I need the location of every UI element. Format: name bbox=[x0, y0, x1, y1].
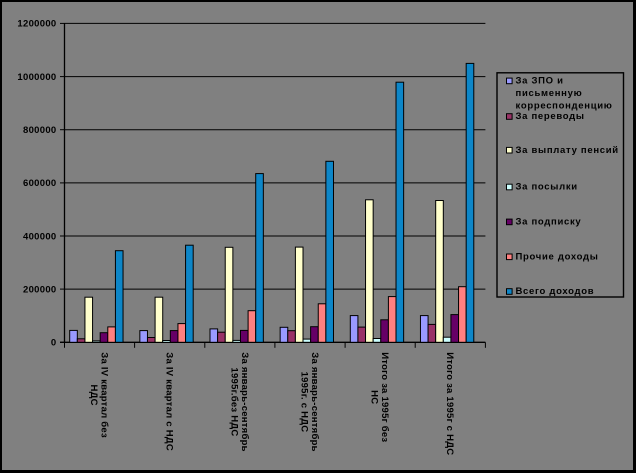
svg-text:письменную: письменную bbox=[516, 88, 583, 99]
svg-text:800000: 800000 bbox=[23, 125, 57, 136]
svg-text:600000: 600000 bbox=[23, 178, 57, 189]
svg-text:За ЗПО и: За ЗПО и bbox=[516, 76, 564, 87]
svg-text:За IV квартал без: За IV квартал без bbox=[99, 352, 110, 438]
svg-text:корреспонденцию: корреспонденцию bbox=[516, 100, 613, 111]
svg-text:1200000: 1200000 bbox=[17, 19, 56, 30]
svg-text:1995г. с НДС: 1995г. с НДС bbox=[298, 372, 309, 433]
svg-text:За выплату пенсий: За выплату пенсий bbox=[516, 145, 619, 156]
svg-text:За посылки: За посылки bbox=[516, 182, 578, 193]
svg-text:За январь-сентябрь: За январь-сентябрь bbox=[309, 352, 320, 451]
svg-text:0: 0 bbox=[51, 338, 57, 349]
svg-text:За подписку: За подписку bbox=[516, 217, 582, 228]
svg-text:Итого за 1995г с НДС: Итого за 1995г с НДС bbox=[444, 352, 455, 455]
svg-text:200000: 200000 bbox=[23, 284, 57, 295]
svg-text:Прочие доходы: Прочие доходы bbox=[516, 252, 599, 263]
svg-text:За переводы: За переводы bbox=[516, 111, 585, 122]
svg-text:НС: НС bbox=[369, 390, 380, 404]
svg-text:Итого за 1995г без: Итого за 1995г без bbox=[379, 352, 390, 442]
svg-text:Всего доходов: Всего доходов bbox=[516, 286, 595, 297]
svg-text:400000: 400000 bbox=[23, 231, 57, 242]
svg-text:За IV квартал с НДС: За IV квартал с НДС bbox=[163, 352, 174, 451]
svg-text:За январь-сентябрь: За январь-сентябрь bbox=[239, 352, 250, 451]
svg-text:НДС: НДС bbox=[88, 384, 99, 405]
svg-text:1995г.без НДС: 1995г.без НДС bbox=[228, 367, 239, 436]
svg-text:1000000: 1000000 bbox=[17, 72, 56, 83]
